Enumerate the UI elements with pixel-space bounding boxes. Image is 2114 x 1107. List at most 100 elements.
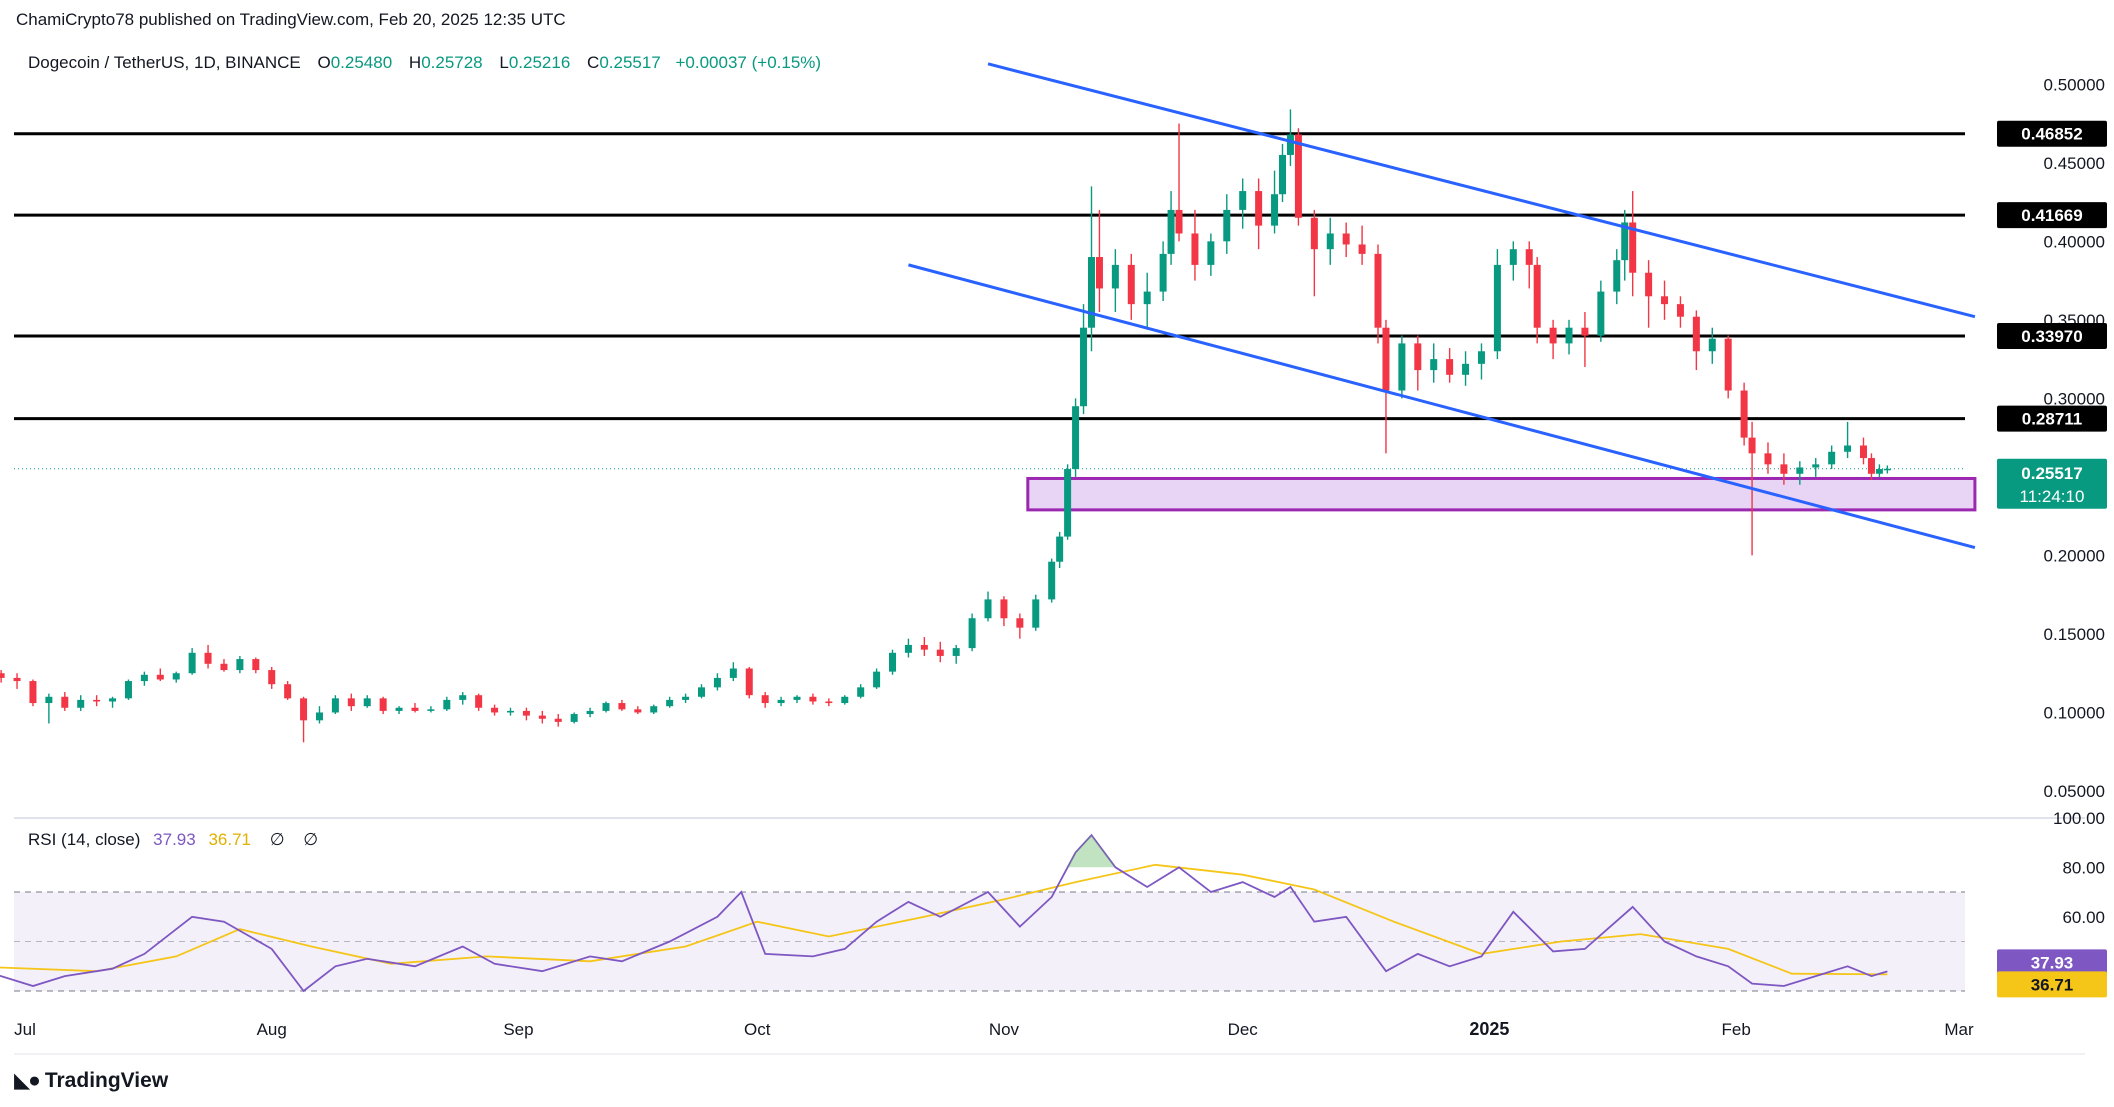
candle-body-111: [1621, 222, 1629, 261]
rsi-legend: RSI (14, close) 37.93 36.71 ∅ ∅: [28, 830, 318, 850]
rsi-value-tag-bg: [1997, 949, 2107, 976]
candle-body-119: [1740, 390, 1748, 438]
candle-body-44: [666, 699, 674, 707]
price-tick-label: 0.20000: [2044, 546, 2105, 565]
candle-body-27: [395, 707, 403, 711]
last-price-tag-bg: [1997, 458, 2107, 509]
level-tag-1: 0.41669: [1997, 202, 2107, 229]
candle-body-72: [1080, 327, 1088, 407]
candle-body-122: [1780, 464, 1788, 474]
candle-87: [1278, 143, 1286, 203]
candle-3: [13, 673, 21, 689]
candle-116: [1692, 310, 1700, 371]
candle-9: [109, 696, 117, 708]
candle-85: [1255, 178, 1263, 250]
candle-body-2: [0, 673, 5, 678]
candle-body-29: [427, 709, 435, 711]
candle-57: [873, 668, 881, 689]
candle-86: [1271, 170, 1279, 234]
candle-40: [602, 701, 610, 713]
candle-body-53: [809, 696, 817, 702]
candle-body-120: [1748, 437, 1756, 454]
level-tag-3-bg: [1997, 405, 2107, 432]
candle-body-69: [1056, 536, 1064, 562]
candle-70: [1064, 464, 1072, 540]
candle-body-96: [1398, 343, 1406, 391]
open-value: 0.25480: [330, 53, 393, 72]
symbol-legend: Dogecoin / TetherUS, 1D, BINANCE O0.2548…: [28, 53, 821, 73]
rsi-tick-label: 80.00: [2062, 858, 2105, 877]
level-tag-3: 0.28711: [1997, 405, 2107, 432]
candle-77: [1143, 272, 1151, 328]
candle-4: [29, 679, 37, 707]
candle-52: [793, 695, 801, 704]
footer-brand[interactable]: ◣● TradingView: [14, 1068, 168, 1093]
candle-body-114: [1661, 296, 1669, 305]
rsi-label: RSI (14, close): [28, 830, 141, 849]
candle-body-49: [745, 668, 753, 696]
candle-69: [1056, 531, 1064, 568]
candle-50: [761, 692, 769, 708]
candle-119: [1740, 382, 1748, 446]
candle-body-5: [45, 696, 53, 704]
high-label: H: [408, 53, 422, 72]
candle-body-129: [1875, 469, 1883, 474]
candle-79: [1167, 191, 1175, 265]
tradingview-logo-icon: ◣●: [14, 1069, 41, 1092]
candle-body-55: [841, 696, 849, 704]
candle-body-99: [1446, 359, 1454, 375]
candle-108: [1581, 311, 1589, 367]
candle-68: [1048, 558, 1056, 603]
candle-body-30: [443, 699, 451, 710]
candle-body-125: [1828, 451, 1836, 465]
candle-56: [857, 684, 865, 699]
candle-81: [1191, 209, 1199, 281]
candle-body-42: [634, 709, 642, 713]
candle-body-9: [109, 698, 117, 702]
candle-body-26: [379, 698, 387, 711]
candle-body-56: [857, 687, 865, 697]
candle-body-47: [713, 677, 721, 688]
candle-body-87: [1278, 154, 1286, 195]
candle-103: [1509, 241, 1517, 281]
candle-37: [554, 714, 562, 727]
candle-101: [1477, 343, 1485, 380]
candle-body-77: [1143, 291, 1151, 305]
candle-body-90: [1310, 217, 1318, 250]
open-label: O: [317, 53, 331, 72]
price-tick-label: 0.15000: [2044, 625, 2105, 644]
candle-body-6: [61, 696, 69, 708]
candle-body-19: [268, 670, 276, 685]
time-tick-label: Jul: [14, 1020, 36, 1039]
candle-2: [0, 670, 5, 683]
candle-49: [745, 666, 753, 699]
candle-62: [952, 644, 960, 664]
candle-95: [1382, 319, 1390, 454]
candle-58: [889, 649, 897, 675]
candle-body-46: [698, 687, 706, 697]
candle-body-16: [220, 663, 228, 671]
candle-body-118: [1724, 338, 1732, 391]
level-tag-1-bg: [1997, 202, 2107, 229]
price-chart[interactable]: 0.500000.450000.400000.350000.300000.200…: [0, 0, 2114, 1060]
candle-125: [1828, 445, 1836, 470]
candle-123: [1796, 461, 1804, 485]
rsi-tick-label: 100.00: [2053, 809, 2105, 828]
candle-74: [1095, 209, 1103, 312]
level-tag-0-bg: [1997, 120, 2107, 147]
time-tick-label: Feb: [1722, 1020, 1751, 1039]
candle-body-41: [618, 703, 626, 710]
candle-body-105: [1533, 264, 1541, 328]
candle-17: [236, 655, 244, 674]
candle-73: [1087, 186, 1095, 352]
candle-122: [1780, 453, 1788, 485]
candle-121: [1764, 442, 1772, 474]
price-tick-label: 0.30000: [2044, 389, 2105, 408]
rsi-ma-value-tag-bg: [1997, 971, 2107, 998]
candle-body-61: [936, 649, 944, 656]
candle-24: [347, 693, 355, 711]
candle-118: [1724, 335, 1732, 399]
rsi-line: [0, 833, 1888, 993]
candle-35: [522, 707, 530, 721]
channel-line-upper: [987, 62, 1976, 319]
